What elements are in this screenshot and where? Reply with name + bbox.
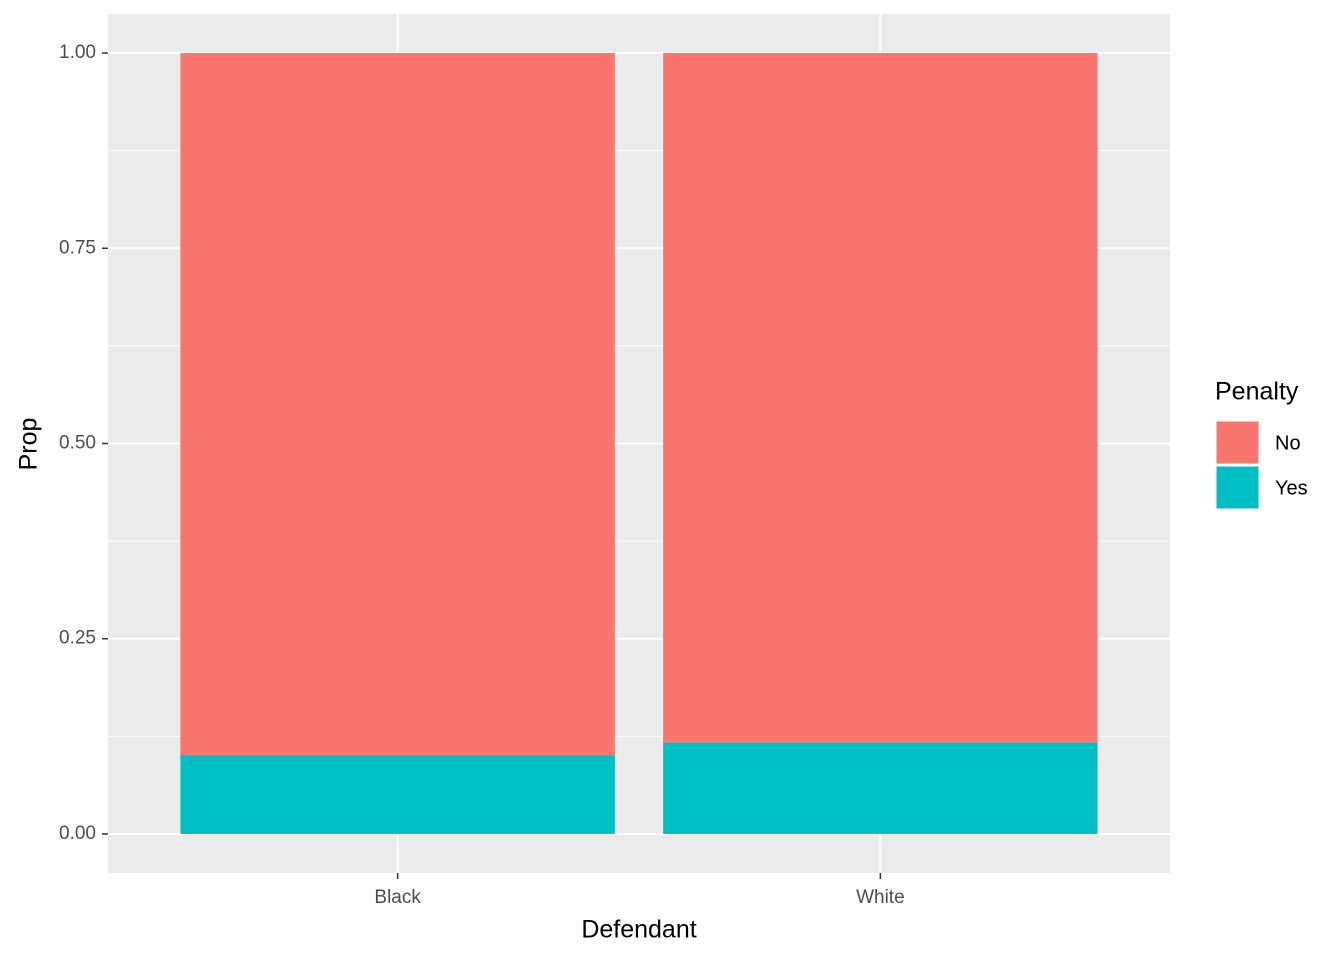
legend-label: Yes <box>1275 477 1308 499</box>
x-tick-label: Black <box>374 887 421 908</box>
bar-segment <box>663 53 1098 743</box>
bar-segment <box>180 755 615 834</box>
legend-key <box>1215 465 1260 510</box>
legend-label: No <box>1275 432 1301 454</box>
bar-segment <box>663 742 1098 834</box>
bar-segment <box>180 53 615 756</box>
y-tick-label: 0.75 <box>59 237 96 258</box>
y-tick-label: 1.00 <box>59 42 96 63</box>
legend-title: Penalty <box>1215 378 1299 406</box>
legend-key <box>1215 420 1260 465</box>
legend: No Yes <box>1215 420 1308 510</box>
y-tick-label: 0.50 <box>59 433 96 454</box>
axes: 0.00 0.25 0.50 0.75 1.00 Black White <box>59 42 905 908</box>
y-axis-title: Prop <box>15 418 43 471</box>
x-tick-label: White <box>856 887 905 908</box>
y-tick-label: 0.25 <box>59 628 96 649</box>
bars <box>180 53 1098 834</box>
x-axis-title: Defendant <box>581 916 696 944</box>
y-tick-label: 0.00 <box>59 823 96 844</box>
